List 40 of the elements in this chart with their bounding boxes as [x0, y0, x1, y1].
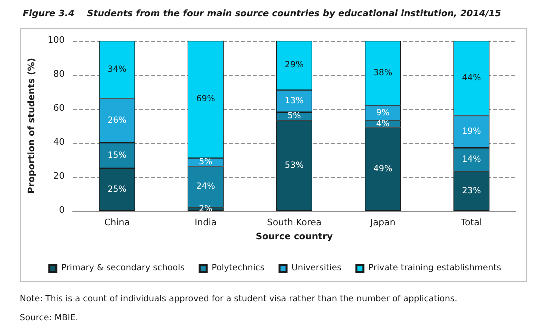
- legend-label: Polytechnics: [212, 264, 266, 274]
- text: Note: This is a count of individuals approved for a student visa rather than the number of applications.: [20, 294, 458, 304]
- data-label: 2%: [199, 204, 213, 214]
- source-note: Source: MBIE.: [20, 314, 79, 324]
- data-label: 25%: [108, 184, 127, 195]
- x-tick-label: China: [104, 218, 130, 228]
- x-tick-label: India: [194, 218, 217, 228]
- legend-label: Private training establishments: [368, 264, 502, 274]
- data-label: 9%: [376, 108, 390, 118]
- legend-label: Primary & secondary schools: [62, 264, 186, 274]
- data-label: 49%: [374, 164, 393, 174]
- x-tick-label: Total: [460, 218, 482, 228]
- y-tick-label: 60: [54, 104, 66, 114]
- data-label: 4%: [376, 119, 390, 130]
- data-label: 23%: [462, 186, 482, 196]
- y-tick-label: 20: [54, 172, 66, 182]
- x-tick-label: Japan: [370, 218, 396, 228]
- data-label: 34%: [108, 64, 127, 75]
- y-tick-label: 80: [54, 70, 66, 80]
- y-axis-title: Proportion of students (%): [27, 58, 38, 194]
- data-label: 53%: [285, 160, 304, 171]
- y-tick-label: 0: [59, 206, 66, 216]
- chart-title: Figure 3.4 Students from the four main source countries by educational institution, 2014/15: [23, 10, 502, 20]
- data-label: 5%: [288, 112, 302, 122]
- data-label: 44%: [462, 73, 482, 84]
- data-label: 24%: [196, 182, 216, 192]
- data-label: 14%: [462, 155, 482, 165]
- data-label: 29%: [285, 60, 304, 71]
- data-label: 26%: [108, 116, 127, 126]
- data-label: 13%: [285, 96, 304, 106]
- data-label: 5%: [199, 158, 213, 168]
- data-label: 15%: [108, 150, 127, 161]
- x-axis-title: Source country: [256, 232, 334, 242]
- data-label: 19%: [462, 126, 482, 137]
- legend-label: Universities: [292, 264, 342, 274]
- y-tick-label: 100: [48, 36, 66, 46]
- data-label: 69%: [196, 94, 216, 105]
- data-label: 38%: [374, 68, 393, 78]
- y-tick-label: 40: [54, 138, 66, 148]
- x-tick-label: South Korea: [267, 218, 322, 228]
